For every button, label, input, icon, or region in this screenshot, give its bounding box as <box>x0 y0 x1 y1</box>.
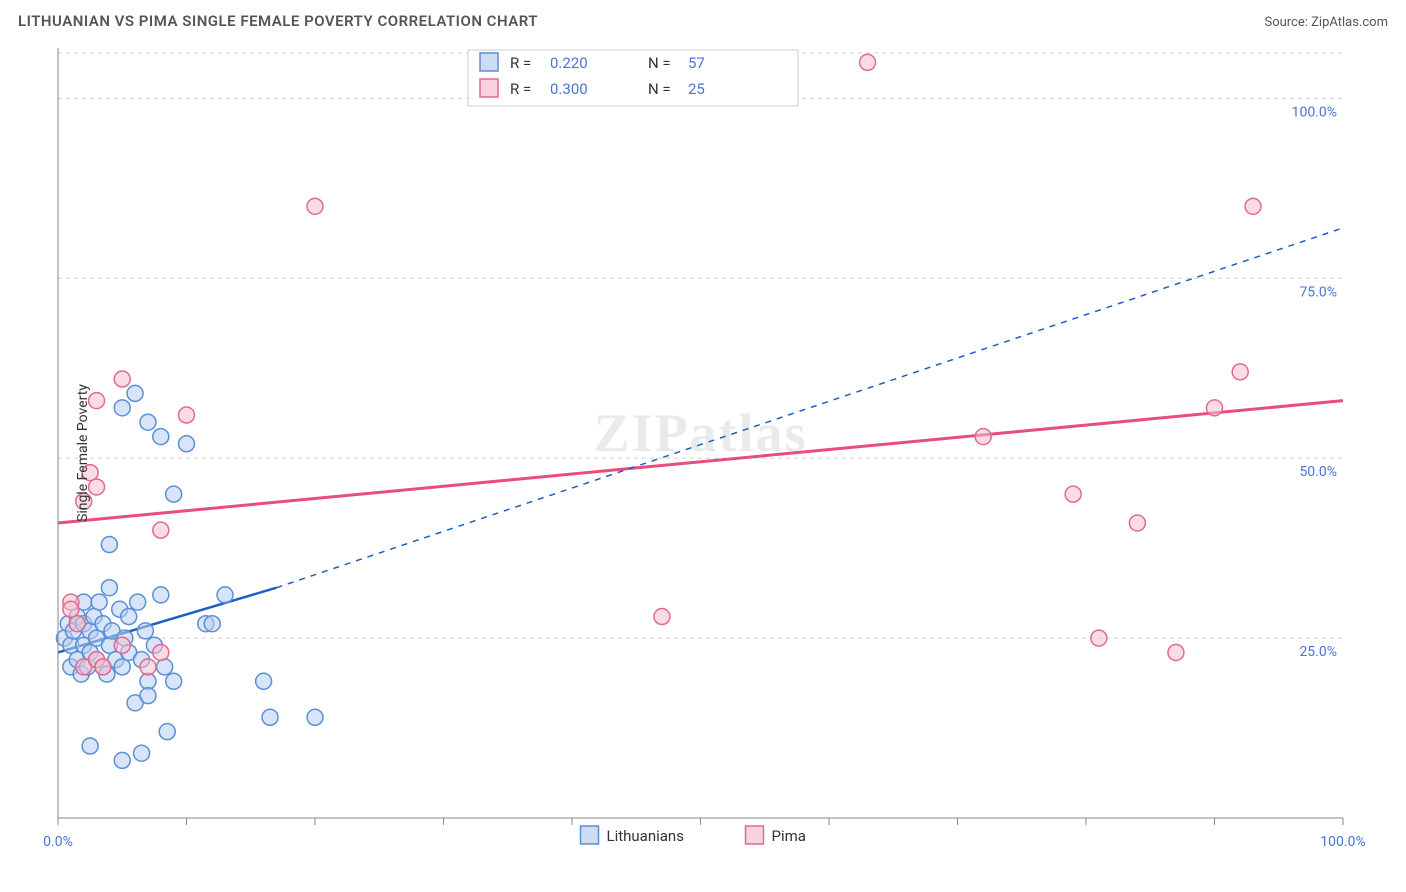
legend-n-label: N = <box>648 54 671 72</box>
data-point <box>140 414 156 430</box>
legend-n-value: 25 <box>688 80 705 98</box>
data-point <box>127 385 143 401</box>
legend-swatch <box>581 826 599 844</box>
data-point <box>654 609 670 625</box>
y-tick-label: 25.0% <box>1299 644 1337 660</box>
data-point <box>140 673 156 689</box>
data-point <box>82 738 98 754</box>
legend-series-label: Pima <box>772 827 806 845</box>
data-point <box>114 752 130 768</box>
data-point <box>114 371 130 387</box>
data-point <box>860 54 876 70</box>
data-point <box>137 623 153 639</box>
data-point <box>153 429 169 445</box>
data-point <box>153 522 169 538</box>
data-point <box>307 709 323 725</box>
data-point <box>114 659 130 675</box>
legend-swatch <box>480 53 498 71</box>
legend-series-label: Lithuanians <box>607 827 684 845</box>
chart-source: Source: ZipAtlas.com <box>1264 15 1388 30</box>
legend-r-label: R = <box>510 54 531 72</box>
data-point <box>1129 515 1145 531</box>
legend-r-value: 0.300 <box>550 80 588 98</box>
data-point <box>1065 486 1081 502</box>
data-point <box>1245 198 1261 214</box>
x-tick-label: 0.0% <box>43 834 73 850</box>
y-tick-label: 50.0% <box>1299 464 1337 480</box>
data-point <box>69 616 85 632</box>
data-point <box>204 616 220 632</box>
legend-n-value: 57 <box>688 54 705 72</box>
legend-r-label: R = <box>510 80 531 98</box>
data-point <box>140 659 156 675</box>
data-point <box>179 407 195 423</box>
data-point <box>101 537 117 553</box>
data-point <box>307 198 323 214</box>
legend-swatch <box>480 79 498 97</box>
data-point <box>101 580 117 596</box>
data-point <box>140 688 156 704</box>
data-point <box>157 659 173 675</box>
data-point <box>256 673 272 689</box>
data-point <box>159 724 175 740</box>
data-point <box>1091 630 1107 646</box>
legend-swatch <box>746 826 764 844</box>
y-tick-label: 75.0% <box>1299 284 1337 300</box>
chart-title: LITHUANIAN VS PIMA SINGLE FEMALE POVERTY… <box>18 12 538 30</box>
data-point <box>166 673 182 689</box>
data-point <box>1232 364 1248 380</box>
data-point <box>975 429 991 445</box>
data-point <box>114 637 130 653</box>
legend-n-label: N = <box>648 80 671 98</box>
data-point <box>134 745 150 761</box>
legend-r-value: 0.220 <box>550 54 588 72</box>
data-point <box>153 587 169 603</box>
data-point <box>63 601 79 617</box>
y-tick-label: 100.0% <box>1292 104 1337 120</box>
data-point <box>121 609 137 625</box>
data-point <box>130 594 146 610</box>
data-point <box>166 486 182 502</box>
data-point <box>95 659 111 675</box>
data-point <box>91 594 107 610</box>
data-point <box>114 400 130 416</box>
x-tick-label: 100.0% <box>1320 834 1365 850</box>
scatter-chart: ZIPatlas25.0%50.0%75.0%100.0%0.0%100.0%R… <box>8 38 1398 868</box>
data-point <box>89 479 105 495</box>
data-point <box>262 709 278 725</box>
chart-container: Single Female Poverty ZIPatlas25.0%50.0%… <box>8 38 1398 868</box>
y-axis-label: Single Female Poverty <box>75 384 91 522</box>
data-point <box>89 393 105 409</box>
data-point <box>217 587 233 603</box>
data-point <box>1207 400 1223 416</box>
data-point <box>179 436 195 452</box>
data-point <box>1168 644 1184 660</box>
trend-line-lithuanians-ext <box>276 228 1343 588</box>
chart-header: LITHUANIAN VS PIMA SINGLE FEMALE POVERTY… <box>8 8 1398 38</box>
data-point <box>153 644 169 660</box>
